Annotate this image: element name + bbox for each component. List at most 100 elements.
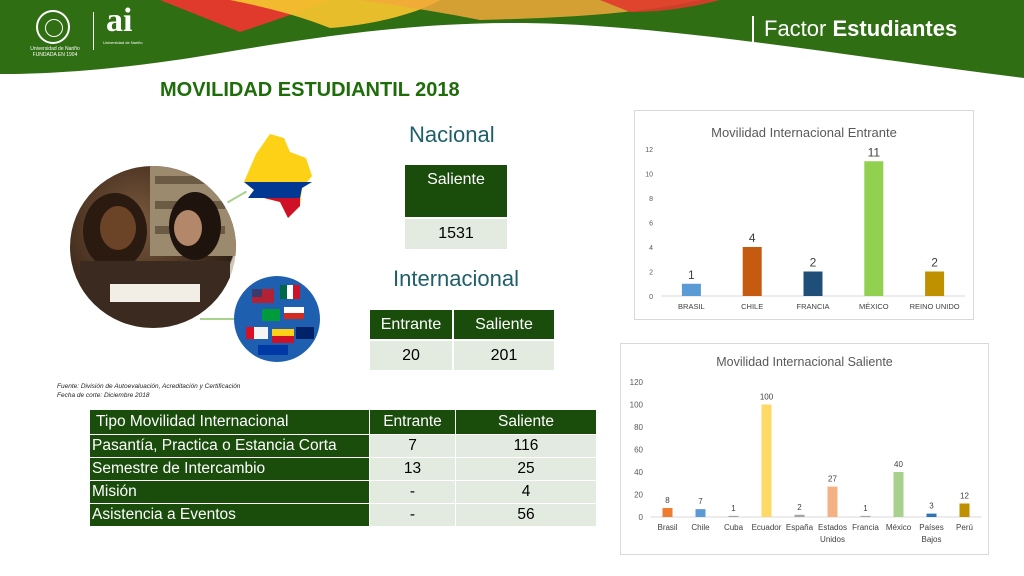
chart-entrante-svg: Movilidad Internacional Entrante 0 2 4 6 8 10 1… [645,125,965,311]
bar [742,247,762,296]
table-row: Asistencia a Eventos - 56 [89,503,597,527]
data-label: 11 [868,145,881,159]
factor-estudiantes-title: Factor Estudiantes [752,16,957,42]
data-label: 7 [698,497,703,506]
x-tick-label: MÉXICO [859,302,889,311]
bar [728,515,739,517]
data-label: 2 [797,503,802,512]
bar [803,271,823,296]
data-label: 1 [863,504,868,513]
table-cell-saliente: 25 [455,457,597,481]
x-tick-label: Países [919,523,943,532]
x-tick-label: Cuba [724,523,744,532]
table-cell-entrante: 7 [369,434,456,458]
table-cell-tipo: Asistencia a Eventos [89,503,370,527]
table-cell-saliente: 4 [455,480,597,504]
x-tick-label: FRANCIA [797,302,830,311]
x-tick-label: Bajos [921,535,941,544]
y-tick-label: 120 [630,378,644,387]
data-label: 4 [749,231,756,245]
bar [761,404,772,517]
chart-saliente-svg: Movilidad Internacional Saliente 0 20 40 60 8… [630,355,981,544]
table-cell-tipo: Semestre de Intercambio [89,457,370,481]
factor-light: Factor [764,16,827,41]
source-note: Fuente: División de Autoevaluación, Acre… [57,382,240,400]
data-label: 2 [810,256,817,270]
header-banner [0,0,1024,78]
bar [864,161,884,296]
table-cell-tipo: Misión [89,480,370,504]
y-tick-label: 4 [649,245,653,252]
table-cell-entrante: - [369,480,456,504]
table-cell-entrante: - [369,503,456,527]
bar [662,508,673,517]
x-tick-label: REINO UNIDO [910,302,960,311]
data-label: 8 [665,496,670,505]
seal-icon [36,10,70,44]
source-line-2: Fecha de corte: Diciembre 2018 [57,392,150,399]
internacional-saliente-header: Saliente [454,310,554,339]
logo-ai-sub: Universidad de Nariño [103,40,143,45]
x-tick-label: Ecuador [752,523,782,532]
colombia-flag-map-icon [244,134,312,218]
data-label: 40 [894,460,903,469]
logo-ai: ai [106,2,133,39]
x-tick-label: BRASIL [678,302,705,311]
table-cell-saliente: 116 [455,434,597,458]
chart-entrante: Movilidad Internacional Entrante 0 2 4 6 8 10 1… [634,110,974,320]
x-tick-label: México [886,523,912,532]
bar [681,283,701,296]
table-cell-tipo: Pasantía, Practica o Estancia Corta [89,434,370,458]
data-label: 3 [929,502,934,511]
table-cell-saliente: 56 [455,503,597,527]
y-tick-label: 60 [634,446,643,455]
table-header-saliente: Saliente [455,409,597,435]
x-tick-label: Brasil [657,523,677,532]
x-tick-label: Chile [691,523,710,532]
globe-flags-icon [234,276,320,362]
bar [827,486,838,517]
data-label: 1 [731,504,736,513]
bar [794,514,805,517]
bar [860,515,871,517]
nacional-saliente-value: 1531 [405,219,507,249]
university-logo: Universidad de Nariño FUNDADA EN 1904 ai … [0,0,165,66]
bar [893,472,904,517]
tipo-movilidad-table: Tipo Movilidad Internacional Entrante Sa… [89,409,597,527]
bar [926,513,937,517]
y-tick-label: 12 [645,147,653,154]
table-row: Semestre de Intercambio 13 25 [89,457,597,481]
internacional-title: Internacional [393,266,519,291]
y-tick-label: 80 [634,423,643,432]
logo-university: Universidad de Nariño [30,46,80,52]
data-label: 100 [760,393,774,402]
y-tick-label: 0 [639,513,644,522]
x-tick-label: Unidos [820,535,845,544]
y-tick-label: 40 [634,468,643,477]
source-line-1: Fuente: División de Autoevaluación, Acre… [57,383,241,390]
logo-divider [93,12,94,50]
table-row: Pasantía, Practica o Estancia Corta 7 11… [89,434,597,458]
x-tick-label: Estados [818,523,847,532]
logo-founded: FUNDADA EN 1904 [32,52,78,58]
data-label: 1 [688,268,695,282]
nacional-title: Nacional [409,122,495,147]
bar [695,509,706,517]
y-tick-label: 6 [649,221,653,228]
students-illustration [80,166,236,328]
x-tick-label: España [786,523,814,532]
y-tick-label: 20 [634,491,643,500]
table-row: Misión - 4 [89,480,597,504]
table-header-tipo: Tipo Movilidad Internacional [89,409,370,435]
data-label: 2 [931,256,938,270]
table-header-entrante: Entrante [369,409,456,435]
page-title: MOVILIDAD ESTUDIANTIL 2018 [160,79,460,101]
x-tick-label: Perú [956,523,973,532]
chart-saliente: Movilidad Internacional Saliente 0 20 40 60 8… [620,343,989,555]
factor-bold: Estudiantes [832,16,958,41]
data-label: 12 [960,492,969,501]
y-tick-label: 10 [645,172,653,179]
internacional-saliente-value: 201 [454,341,554,370]
y-tick-label: 0 [649,294,653,301]
x-tick-label: CHILE [741,302,763,311]
